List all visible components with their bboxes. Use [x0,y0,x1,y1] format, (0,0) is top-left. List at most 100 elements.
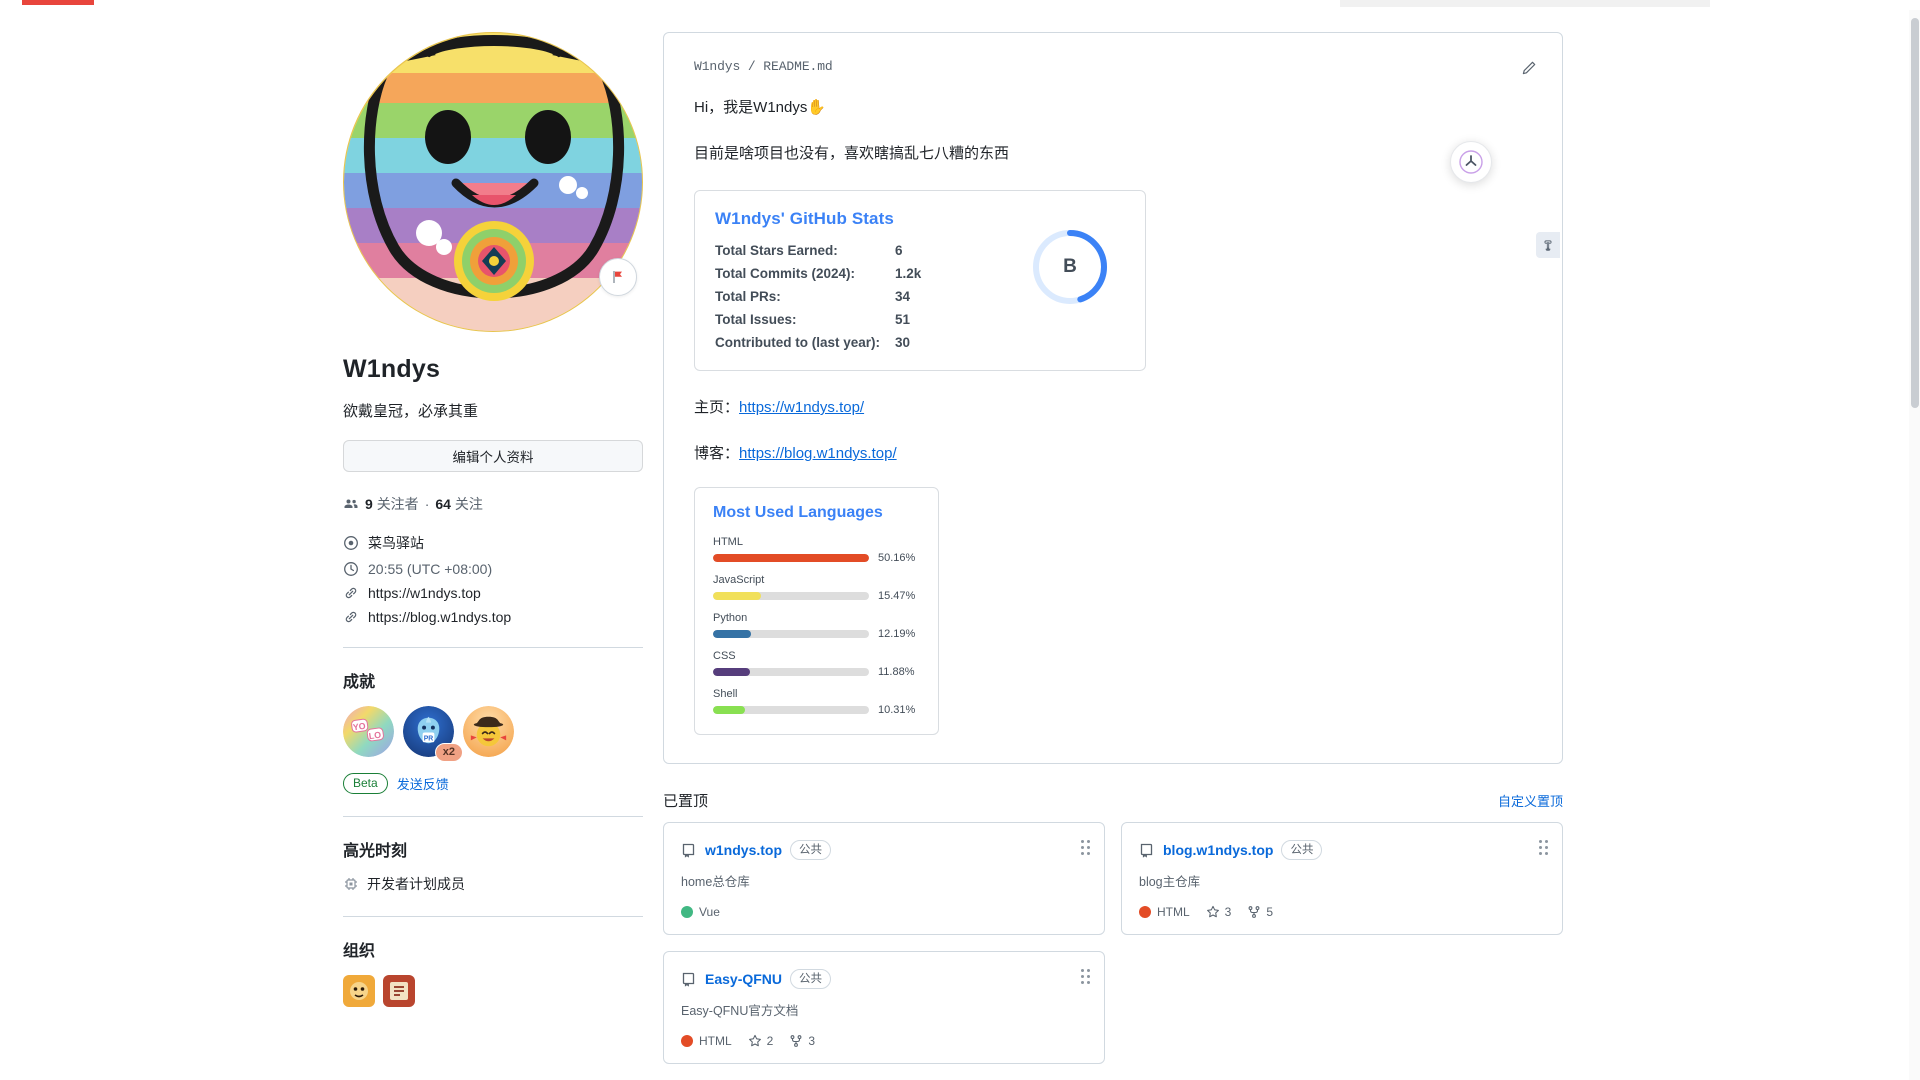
drag-dots [1539,840,1548,855]
repo-icon [682,843,695,858]
assistant-fab-button[interactable] [1450,141,1492,183]
badge-multiplier: x2 [434,743,463,762]
organizations-title: 组织 [343,943,376,960]
pinned-repo-name[interactable]: w1ndys.top [705,842,783,858]
edit-readme-icon[interactable] [1518,57,1540,79]
pinned-repo-meta: HTML 2 [681,1034,1087,1048]
profile-sidebar: W1ndys 欲戴皇冠，必承其重 编辑个人资料 9 关注者 · 64 关注 菜鸟… [343,32,643,1007]
people-icon [344,499,358,508]
org-avatar-icon [383,975,415,1007]
pinned-header: 已置顶 自定义置顶 [663,790,1563,811]
achievement-badges: YO LO PR x2 [343,706,643,762]
achievement-badge-yolo[interactable]: YO LO [343,706,394,757]
language-percent: 50.16% [878,552,916,564]
following-link[interactable]: 64 关注 [435,494,482,514]
rank-letter: B [1063,256,1077,277]
clock-icon [344,562,358,576]
pinned-title: 已置顶 [663,793,709,810]
language-track [713,554,869,562]
achievement-badge-quickdraw[interactable] [463,706,514,757]
pencil-icon [1522,61,1536,75]
language-item: Shell 10.31% [713,688,920,716]
scrollbar-track[interactable] [1909,10,1920,1080]
assistant-icon [1459,150,1483,174]
pinned-repo-name[interactable]: blog.w1ndys.top [1163,842,1274,858]
flag-icon [613,271,622,283]
pinned-repo-visibility: 公共 [790,840,832,860]
drag-handle-icon[interactable] [1081,969,1090,984]
language-fill [713,706,746,714]
stat-row: Total PRs: 34 [715,289,1015,304]
languages-title: Most Used Languages [713,504,883,521]
highlight-developer-program: 开发者计划成员 [343,874,643,894]
repo-icon [1140,843,1153,858]
language-bar-row: 11.88% [713,666,920,678]
language-track [713,668,869,676]
organization-avatars [343,975,643,1007]
website-link[interactable]: https://w1ndys.top [368,585,481,601]
pinned-repo-meta: Vue [681,905,1087,919]
pinned-repo-stars[interactable]: 3 [1206,905,1232,919]
local-time-text: 20:55 (UTC +08:00) [368,561,493,577]
stat-label: Total PRs: [715,289,781,304]
language-fill [713,630,751,638]
language-bar-row: 10.31% [713,704,920,716]
beta-badge: Beta [343,773,388,794]
pinned-repo-header: w1ndys.top 公共 [681,840,1087,860]
home-url-link[interactable]: https://w1ndys.top/ [739,399,865,416]
send-feedback-link[interactable]: 发送反馈 [396,777,449,792]
language-bar-row: 15.47% [713,590,920,602]
stat-value: 1.2k [895,266,922,281]
divider [343,647,643,648]
fork-icon [790,1035,802,1047]
pinned-repo-forks[interactable]: 3 [789,1034,815,1048]
pinned-repo-name[interactable]: Easy-QFNU [705,971,783,987]
language-track [713,592,869,600]
language-percent: 12.19% [878,628,916,640]
scrollbar-thumb[interactable] [1911,18,1919,408]
side-panel-tab[interactable] [1536,232,1560,258]
readme-path: W1ndys / README.md [694,59,833,74]
avatar-status-flag-icon[interactable] [599,258,637,296]
language-fill [713,554,869,562]
drag-handle-icon[interactable] [1539,840,1548,855]
readme-greeting: Hi，我是W1ndys✋ [694,99,827,116]
org-avatar-icon [343,975,375,1007]
organization-avatar[interactable] [343,975,375,1007]
achievement-badge-pull-shark[interactable]: PR x2 [403,706,463,762]
stat-label: Total Commits (2024): [715,266,856,281]
avatar-wrap [343,32,643,332]
language-label: Vue [699,905,720,919]
language-fill [713,592,762,600]
blog-url-link[interactable]: https://blog.w1ndys.top/ [739,445,897,462]
followers-link[interactable]: 9 关注者 [365,494,419,514]
browser-toolbar-remnant [1340,0,1710,7]
profile-readme-card: W1ndys / README.md Hi，我是W1ndys✋ 目前是啥项目也没… [663,32,1563,764]
edit-profile-button[interactable]: 编辑个人资料 [343,440,643,472]
pinned-repo-language: Vue [681,905,720,919]
avatar-illustration [344,33,642,331]
home-link-line: 主页：https://w1ndys.top/ [694,396,1532,417]
stars-count: 3 [1224,905,1232,919]
stat-value: 34 [895,289,911,304]
divider [343,816,643,817]
svg-text:LO: LO [368,730,382,742]
location-text: 菜鸟驿站 [368,535,424,551]
stat-value: 30 [895,335,911,350]
page-content: W1ndys 欲戴皇冠，必承其重 编辑个人资料 9 关注者 · 64 关注 菜鸟… [0,10,1920,1080]
pinned-repo-stars[interactable]: 2 [748,1034,773,1048]
stat-row: Contributed to (last year): 30 [715,335,1015,350]
blog-link[interactable]: https://blog.w1ndys.top [368,609,512,625]
language-item: Python 12.19% [713,612,920,640]
language-label: HTML [699,1034,732,1048]
blog-link-label: 博客： [694,445,740,462]
drag-handle-icon[interactable] [1081,840,1090,855]
customize-pins-link[interactable]: 自定义置顶 [1497,794,1563,809]
repo-icon [682,972,695,987]
followers-label: 关注者 [376,496,419,512]
meta-website: https://w1ndys.top [343,585,643,601]
organization-avatar[interactable] [383,975,415,1007]
drag-dots [1081,840,1090,855]
avatar[interactable] [343,32,643,332]
pinned-repo-forks[interactable]: 5 [1247,905,1273,919]
